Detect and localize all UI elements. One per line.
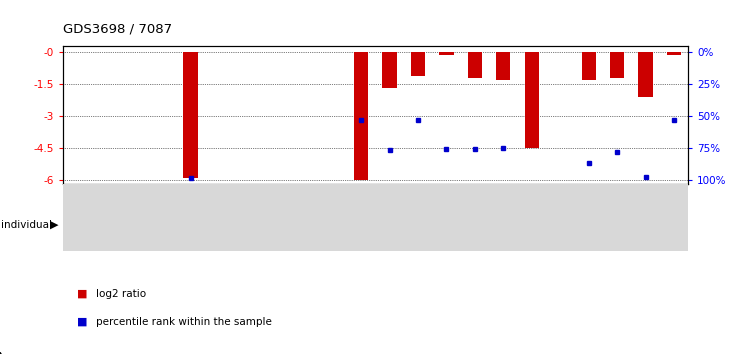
Bar (411, 52, 425, 76)
Bar (177, 202, 203, 247)
Bar (496, 52, 511, 80)
Text: patient 6: patient 6 (199, 220, 239, 229)
Text: ▶: ▶ (50, 220, 59, 230)
Bar (235, 202, 345, 247)
Bar (468, 52, 482, 78)
Bar (64, 202, 175, 247)
Bar (638, 52, 653, 97)
Bar (610, 52, 624, 78)
Text: percentile rank within the sample: percentile rank within the sample (96, 317, 272, 327)
Bar (581, 52, 595, 80)
Text: patient 5: patient 5 (469, 220, 509, 229)
Bar (206, 202, 232, 247)
Text: ■: ■ (77, 317, 88, 327)
Text: patient 4: patient 4 (170, 220, 211, 229)
Text: ■: ■ (77, 289, 88, 299)
Bar (667, 52, 681, 55)
Text: log2 ratio: log2 ratio (96, 289, 146, 299)
Bar (183, 52, 198, 178)
Bar (383, 52, 397, 88)
Bar (462, 202, 516, 247)
Text: individual: individual (1, 220, 52, 230)
Text: patient 1: patient 1 (99, 220, 140, 229)
Text: patient 2: patient 2 (269, 220, 311, 229)
Text: patient 7: patient 7 (611, 220, 652, 229)
Text: GDS3698 / 7087: GDS3698 / 7087 (63, 22, 171, 35)
Bar (576, 202, 687, 247)
Text: patient 8: patient 8 (383, 220, 425, 229)
Bar (348, 202, 459, 247)
Bar (439, 52, 453, 55)
Text: patient 3: patient 3 (526, 220, 567, 229)
Bar (525, 52, 539, 148)
Bar (519, 202, 573, 247)
Bar (354, 52, 368, 180)
